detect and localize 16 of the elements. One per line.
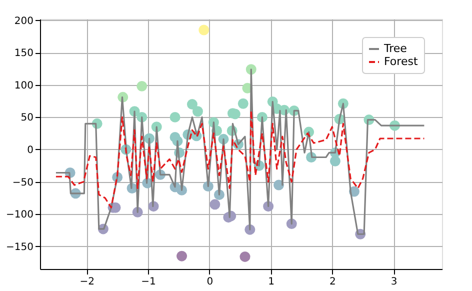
x-tick-label: 3 xyxy=(390,276,398,288)
y-tick-label: −100 xyxy=(6,210,34,221)
legend-label: Tree xyxy=(383,42,408,55)
x-tick-label: 1 xyxy=(268,276,274,288)
x-tick-label: −2 xyxy=(80,276,95,288)
x-tick-label: 2 xyxy=(329,276,336,288)
x-tick-label: −1 xyxy=(141,276,156,288)
y-tick-label: 0 xyxy=(27,144,34,156)
y-tick-label: 50 xyxy=(20,112,34,124)
y-tick-label: −50 xyxy=(12,177,34,188)
y-tick-label: 150 xyxy=(14,48,34,60)
legend-label: Forest xyxy=(384,55,418,68)
y-tick-label: 100 xyxy=(14,80,34,92)
y-tick-label: −150 xyxy=(6,242,34,253)
x-tick-label: 0 xyxy=(206,276,214,288)
y-tick-label: 200 xyxy=(14,16,34,27)
